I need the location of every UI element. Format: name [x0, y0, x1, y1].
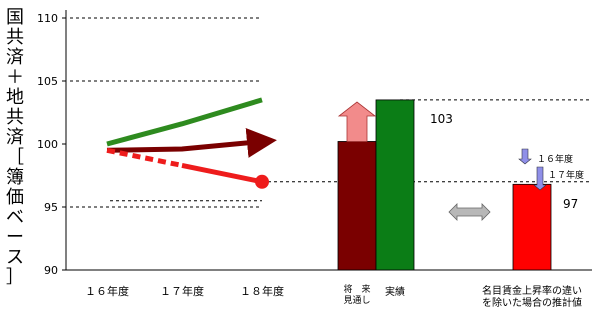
y-axis-label-char: ー	[6, 227, 24, 248]
y-axis-label-char: ［	[6, 147, 24, 168]
y-axis-label-char: ベ	[6, 207, 24, 228]
down-arrow-fy16	[518, 148, 532, 165]
bar-label: 名目賃金上昇率の違い	[482, 284, 582, 297]
y-axis-label-char: ス	[6, 247, 24, 268]
value-label-97: 97	[563, 197, 578, 211]
down-arrow-fy17	[533, 166, 547, 191]
y-axis-label-char: 国	[6, 7, 24, 28]
y-axis-label-char: ＋	[6, 67, 24, 88]
value-label-103: 103	[430, 112, 453, 126]
bar-1	[375, 99, 415, 271]
y-tick-label: 90	[44, 264, 58, 277]
y-axis-label-char: 共	[6, 27, 24, 48]
y-axis-label-char: 済	[6, 127, 24, 148]
x-tick-label: １６年度	[85, 284, 129, 298]
y-axis-label-char: 簿	[6, 167, 24, 188]
annotation-fy16: １６年度	[537, 153, 573, 165]
series-line-1	[106, 127, 277, 158]
series-line-0	[106, 97, 263, 147]
double-arrow	[448, 203, 491, 221]
bar-label: 見通し	[343, 295, 370, 306]
bar-2	[512, 183, 552, 271]
bar-label: を除いた場合の推計値	[482, 296, 582, 309]
y-tick-label: 110	[37, 12, 58, 25]
bar-0	[337, 141, 377, 271]
bar-label: 将 来	[343, 284, 370, 295]
y-axis-label-char: 地	[6, 87, 24, 108]
y-axis-label-char: 価	[6, 187, 24, 208]
bar-label: 実績	[385, 285, 405, 298]
annotation-fy17: １７年度	[548, 169, 584, 181]
series-end-marker	[255, 174, 269, 189]
series-line-2	[181, 162, 263, 185]
up-arrow	[337, 101, 377, 142]
y-axis-label-char: 共	[6, 107, 24, 128]
x-tick-label: １７年度	[160, 284, 204, 298]
y-axis-label: 国共済＋地共済 ［ 簿価ベース ］	[2, 8, 28, 288]
y-tick-label: 100	[37, 138, 58, 151]
x-tick-label: １８年度	[240, 284, 284, 298]
y-tick-label: 105	[37, 75, 58, 88]
y-tick-label: 95	[44, 201, 58, 214]
y-axis-label-char: 済	[6, 47, 24, 68]
y-axis-label-char: ］	[6, 267, 24, 288]
